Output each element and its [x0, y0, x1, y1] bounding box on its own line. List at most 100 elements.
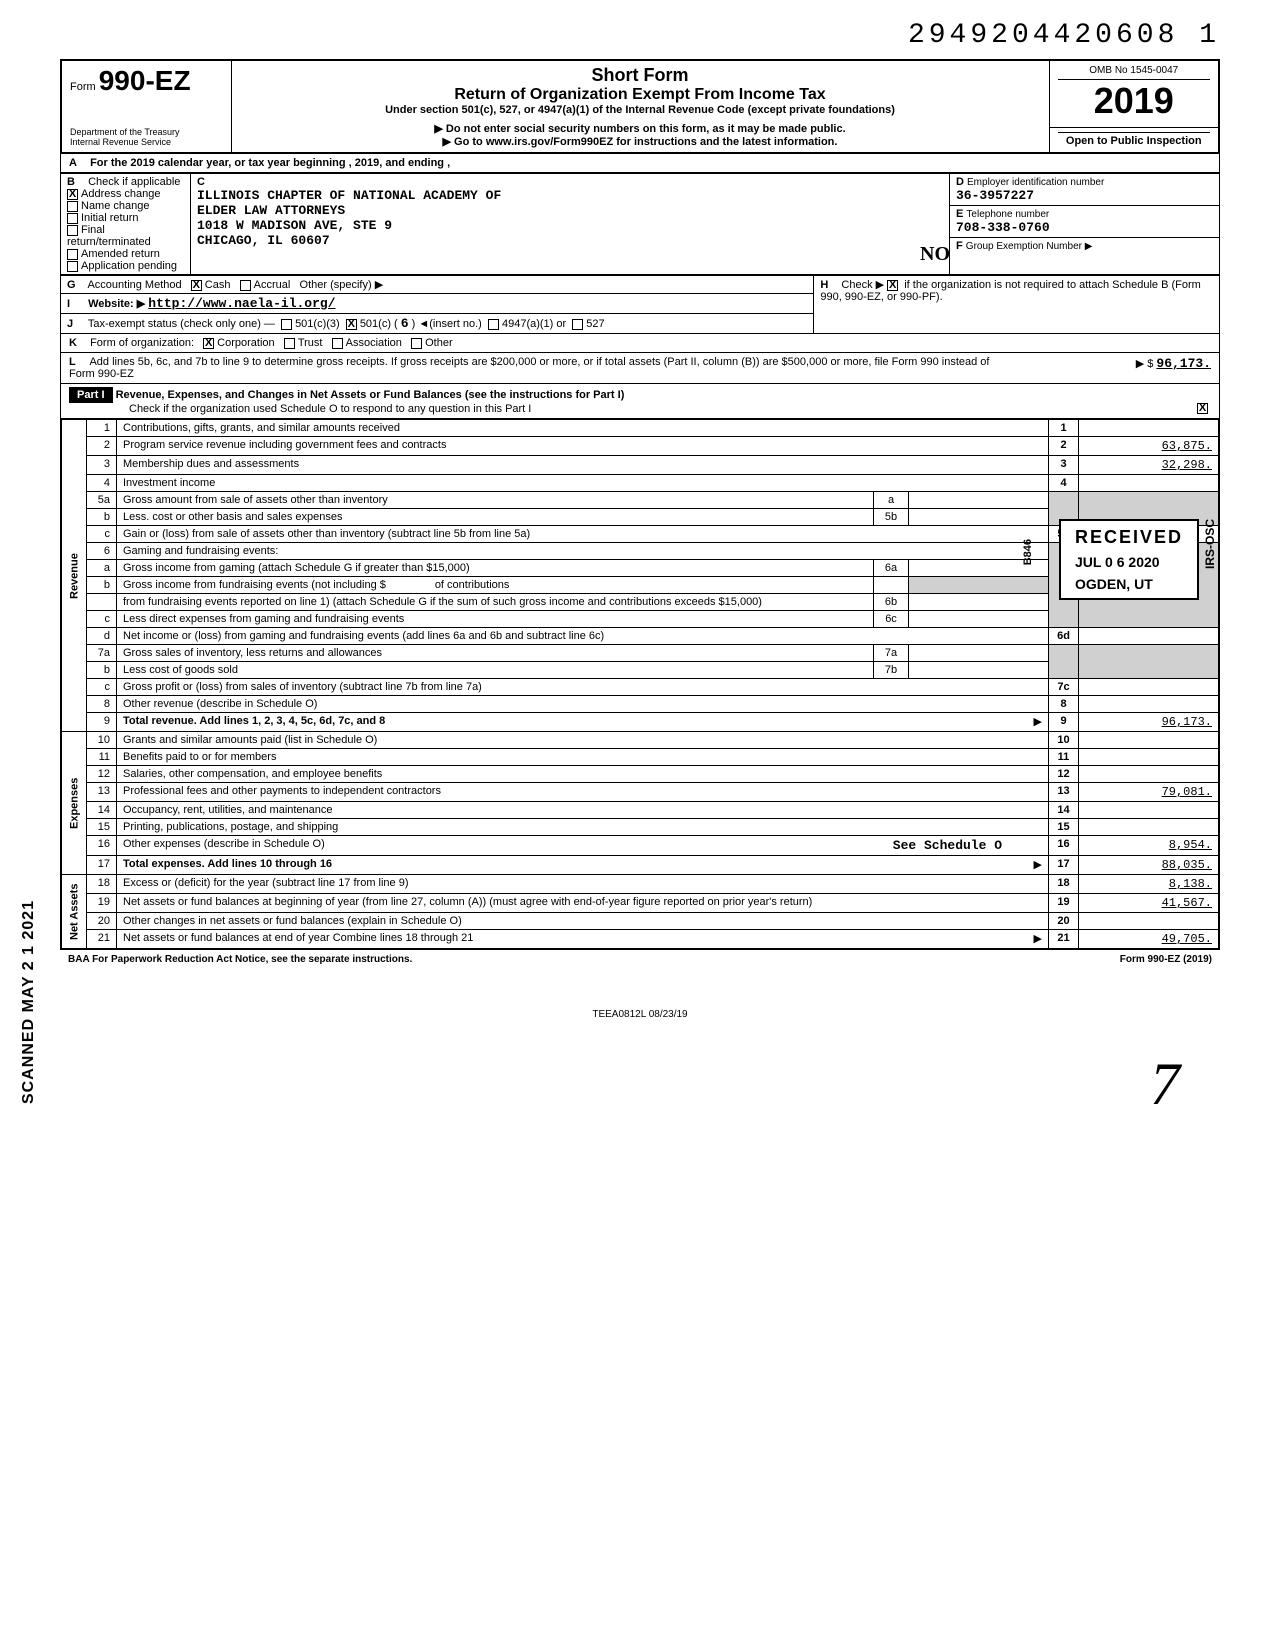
checkbox-cash[interactable]: X — [191, 280, 202, 291]
line2-outnum: 2 — [1049, 437, 1079, 456]
line4-outnum: 4 — [1049, 475, 1079, 492]
line1-outnum: 1 — [1049, 420, 1079, 437]
label-4947: 4947(a)(1) or — [502, 318, 566, 330]
baa-right: Form 990-EZ (2019) — [1120, 954, 1212, 965]
handwritten-no: NO — [920, 243, 950, 266]
line7a-innum: 7a — [874, 645, 909, 662]
line17-value: 88,035. — [1162, 858, 1212, 872]
checkbox-527[interactable] — [572, 319, 583, 330]
row-k: K Form of organization: XCorporation Tru… — [60, 334, 1220, 353]
tax-year: 2019 — [1058, 80, 1211, 122]
501c-number: 6 — [401, 316, 409, 331]
line13-value: 79,081. — [1162, 785, 1212, 799]
line17-text: Total expenses. Add lines 10 through 16 — [123, 858, 332, 870]
line6b2-text: from fundraising events reported on line… — [117, 594, 874, 611]
line6d-value — [1079, 628, 1219, 645]
baa-footer: BAA For Paperwork Reduction Act Notice, … — [60, 950, 1220, 969]
part1-title: Revenue, Expenses, and Changes in Net As… — [116, 389, 625, 401]
line21-value: 49,705. — [1162, 932, 1212, 946]
received-stamp: RECEIVED JUL 0 6 2020 OGDEN, UT — [1059, 519, 1199, 600]
line5c-text: Gain or (loss) from sale of assets other… — [117, 526, 1049, 543]
website-label: Website: ▶ — [88, 298, 145, 310]
line1-value — [1079, 420, 1219, 437]
line3-text: Membership dues and assessments — [117, 456, 1049, 475]
dept-line: Department of the Treasury Internal Reve… — [70, 127, 223, 147]
label-cash: Cash — [205, 279, 231, 291]
form-of-org-label: Form of organization: — [90, 337, 194, 349]
checkbox-name-change[interactable] — [67, 201, 78, 212]
line19-value: 41,567. — [1162, 896, 1212, 910]
handwritten-7: 7 — [60, 1050, 1220, 1119]
checkbox-application-pending[interactable] — [67, 261, 78, 272]
tax-exempt-label: Tax-exempt status (check only one) — — [88, 318, 275, 330]
label-address-change: Address change — [81, 188, 161, 200]
omb-number: OMB No 1545-0047 — [1058, 65, 1211, 80]
checkbox-schedule-o-part1[interactable]: X — [1197, 403, 1208, 414]
line6-num: 6 — [87, 543, 117, 560]
label-amended: Amended return — [81, 248, 160, 260]
checkbox-initial-return[interactable] — [67, 213, 78, 224]
stamp-scanned: SCANNED MAY 2 1 2021 — [20, 900, 38, 1104]
line6c-text: Less direct expenses from gaming and fun… — [117, 611, 874, 628]
label-application-pending: Application pending — [81, 260, 177, 272]
line21-outnum: 21 — [1049, 930, 1079, 949]
line7c-text: Gross profit or (loss) from sales of inv… — [117, 679, 1049, 696]
checkbox-501c3[interactable] — [281, 319, 292, 330]
line1-num: 1 — [87, 420, 117, 437]
form-prefix: Form — [70, 81, 96, 93]
line18-value: 8,138. — [1169, 877, 1212, 891]
checkbox-final-return[interactable] — [67, 225, 78, 236]
checkbox-schedule-b[interactable]: X — [887, 280, 898, 291]
line10-num: 10 — [87, 732, 117, 749]
h-check-text: Check ▶ — [841, 279, 884, 291]
checkbox-address-change[interactable]: X — [67, 189, 78, 200]
line18-text: Excess or (deficit) for the year (subtra… — [117, 875, 1049, 894]
checkbox-4947[interactable] — [488, 319, 499, 330]
line8-value — [1079, 696, 1219, 713]
line21-num: 21 — [87, 930, 117, 949]
checkbox-accrual[interactable] — [240, 280, 251, 291]
letter-d: D — [956, 176, 964, 188]
line16-text: Other expenses (describe in Schedule O) — [123, 838, 325, 850]
row-l-arrow: ▶ $ — [1136, 358, 1154, 370]
line12-value — [1079, 766, 1219, 783]
line11-value — [1079, 749, 1219, 766]
checkbox-association[interactable] — [332, 338, 343, 349]
line11-text: Benefits paid to or for members — [117, 749, 1049, 766]
label-name-change: Name change — [81, 200, 150, 212]
line6a-num: a — [87, 560, 117, 577]
line17-num: 17 — [87, 856, 117, 875]
line8-text: Other revenue (describe in Schedule O) — [117, 696, 1049, 713]
line5b-inval — [909, 509, 1049, 526]
letter-f: F — [956, 240, 963, 252]
checkbox-trust[interactable] — [284, 338, 295, 349]
row-l: L Add lines 5b, 6c, and 7b to line 9 to … — [60, 353, 1220, 384]
phone-label: Telephone number — [966, 209, 1049, 220]
line9-outnum: 9 — [1049, 713, 1079, 732]
line20-text: Other changes in net assets or fund bala… — [117, 913, 1049, 930]
line6a-text: Gross income from gaming (attach Schedul… — [117, 560, 874, 577]
letter-i: I — [67, 298, 85, 310]
checkbox-amended[interactable] — [67, 249, 78, 260]
checkbox-corporation[interactable]: X — [203, 338, 214, 349]
open-public: Open to Public Inspection — [1058, 132, 1211, 147]
line7a-inval — [909, 645, 1049, 662]
label-accrual: Accrual — [254, 279, 291, 291]
line18-outnum: 18 — [1049, 875, 1079, 894]
part1-label: Part I — [69, 387, 113, 403]
line21-text: Net assets or fund balances at end of ye… — [123, 932, 473, 944]
checkbox-501c[interactable]: X — [346, 319, 357, 330]
line10-value — [1079, 732, 1219, 749]
line2-num: 2 — [87, 437, 117, 456]
group-exemption-label: Group Exemption Number ▶ — [966, 241, 1093, 252]
letter-l: L — [69, 356, 87, 368]
line4-text: Investment income — [117, 475, 1049, 492]
line16-see-schedule-o: See Schedule O — [893, 838, 1002, 853]
line6-text: Gaming and fundraising events: — [117, 543, 1049, 560]
checkbox-other-org[interactable] — [411, 338, 422, 349]
org-addr-1: 1018 W MADISON AVE, STE 9 — [197, 218, 943, 233]
stamp-b846: B846 — [1022, 539, 1034, 565]
label-other-org: Other — [425, 337, 453, 349]
short-form-title: Short Form — [240, 65, 1041, 86]
line6b-text: Gross income from fundraising events (no… — [123, 579, 386, 591]
